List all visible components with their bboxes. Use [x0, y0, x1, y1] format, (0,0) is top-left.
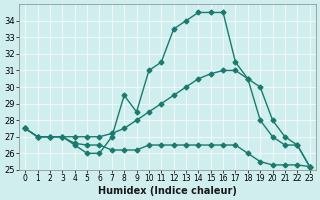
X-axis label: Humidex (Indice chaleur): Humidex (Indice chaleur)	[98, 186, 237, 196]
